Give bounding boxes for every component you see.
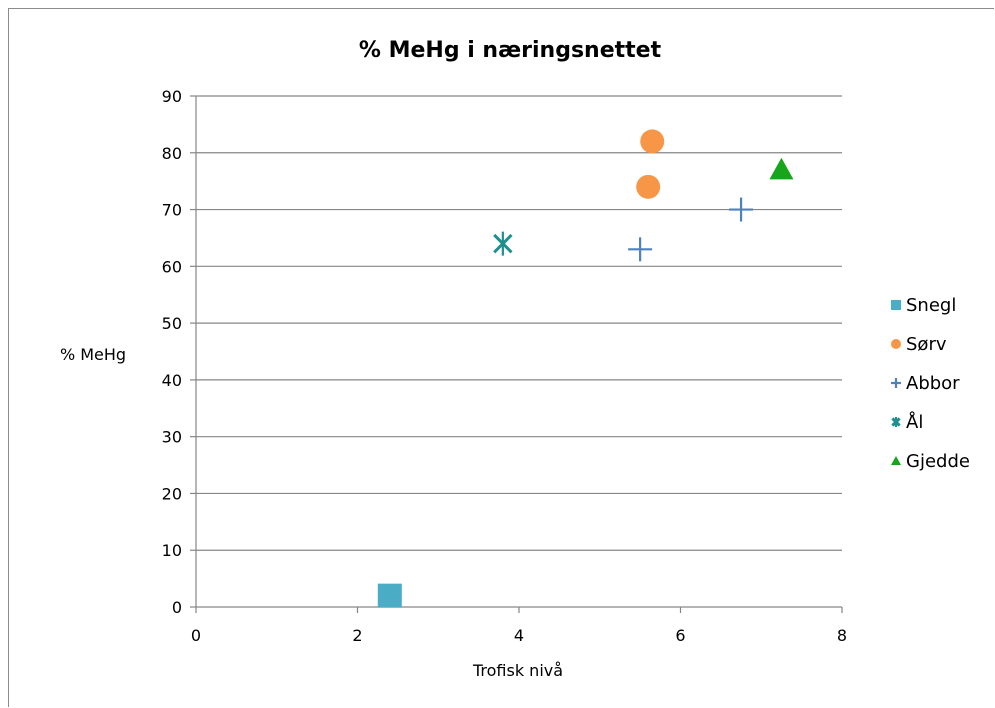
legend-marker	[891, 378, 901, 388]
y-tick-label: 70	[162, 201, 182, 220]
data-points	[377, 129, 794, 608]
y-tick-label: 30	[162, 428, 182, 447]
y-tick-label: 90	[162, 87, 182, 106]
legend-label: Abbor	[906, 373, 960, 394]
data-point-abbor	[729, 197, 754, 222]
x-tick-label: 2	[352, 626, 362, 645]
legend-item: Gjedde	[891, 451, 970, 472]
x-tick-label: 0	[191, 626, 201, 645]
legend: Snegl Sørv Abbor Ål Gjedde	[891, 295, 970, 472]
data-point-ål	[493, 231, 513, 256]
chart-frame	[8, 8, 994, 707]
legend-label: Snegl	[906, 295, 956, 316]
y-tick-label: 20	[162, 484, 182, 503]
x-tick-label: 6	[675, 626, 685, 645]
legend-item: Sørv	[891, 334, 947, 355]
axes	[190, 95, 843, 613]
data-point-sørv	[640, 129, 665, 154]
legend-item: Snegl	[891, 295, 956, 316]
x-axis-label: Trofisk nivå	[472, 661, 563, 680]
y-tick-label: 10	[162, 541, 182, 560]
y-tick-label: 0	[172, 598, 182, 617]
data-point-gjedde	[769, 157, 794, 180]
data-point-abbor	[628, 237, 653, 262]
chart-title: % MeHg i næringsnettet	[359, 38, 662, 63]
data-point-snegl	[377, 583, 402, 608]
legend-label: Sørv	[906, 334, 947, 355]
y-tick-label: 60	[162, 257, 182, 276]
data-point-sørv	[636, 174, 661, 199]
legend-marker	[891, 300, 901, 310]
y-tick-label: 40	[162, 371, 182, 390]
gridlines	[196, 95, 842, 551]
legend-marker	[891, 417, 901, 427]
x-tick-label: 4	[514, 626, 524, 645]
y-tick-label: 80	[162, 144, 182, 163]
legend-item: Ål	[891, 411, 923, 433]
legend-label: Ål	[906, 411, 923, 433]
x-tick-label: 8	[837, 626, 847, 645]
legend-marker	[891, 456, 901, 465]
legend-item: Abbor	[891, 373, 960, 394]
tick-labels: 0 10 20 30 40 50 60 70 80 90 0 2 4 6 8	[162, 87, 847, 645]
y-axis-label: % MeHg	[60, 345, 126, 364]
legend-label: Gjedde	[906, 451, 970, 472]
legend-marker	[891, 339, 901, 349]
y-tick-label: 50	[162, 314, 182, 333]
